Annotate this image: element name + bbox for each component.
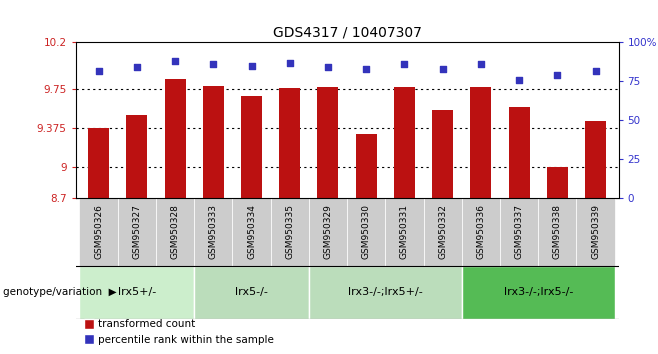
Text: GSM950334: GSM950334: [247, 204, 256, 259]
Bar: [270, 198, 309, 266]
Text: lrx3-/-;lrx5-/-: lrx3-/-;lrx5-/-: [503, 287, 573, 297]
Bar: [88, 128, 109, 198]
Bar: [394, 87, 415, 198]
Bar: [194, 198, 232, 266]
Bar: [470, 87, 492, 198]
Text: GSM950337: GSM950337: [515, 204, 524, 259]
Bar: [462, 198, 500, 266]
Text: lrx5-/-: lrx5-/-: [235, 287, 268, 297]
Text: GSM950328: GSM950328: [170, 204, 180, 259]
Bar: [164, 79, 186, 198]
Bar: [500, 198, 538, 266]
Bar: [356, 134, 377, 198]
Bar: [309, 198, 347, 266]
Title: GDS4317 / 10407307: GDS4317 / 10407307: [272, 26, 422, 40]
Text: GSM950330: GSM950330: [362, 204, 370, 259]
Bar: [538, 198, 576, 266]
Text: GSM950326: GSM950326: [94, 204, 103, 259]
Text: GSM950333: GSM950333: [209, 204, 218, 259]
Text: lrx5+/-: lrx5+/-: [118, 287, 156, 297]
Point: [361, 66, 372, 72]
Point: [132, 64, 142, 70]
Point: [208, 62, 218, 67]
Point: [399, 62, 410, 67]
Bar: [386, 198, 424, 266]
Text: GSM950338: GSM950338: [553, 204, 562, 259]
Bar: [194, 266, 309, 319]
Point: [590, 68, 601, 73]
Text: GSM950335: GSM950335: [286, 204, 294, 259]
Point: [284, 60, 295, 65]
Bar: [156, 198, 194, 266]
Point: [93, 68, 104, 73]
Bar: [432, 110, 453, 198]
Text: GSM950332: GSM950332: [438, 204, 447, 259]
Bar: [585, 121, 606, 198]
Bar: [279, 88, 300, 198]
Text: GSM950339: GSM950339: [591, 204, 600, 259]
Point: [438, 66, 448, 72]
Bar: [232, 198, 270, 266]
Bar: [80, 266, 194, 319]
Bar: [317, 87, 338, 198]
Bar: [424, 198, 462, 266]
Text: lrx3-/-;lrx5+/-: lrx3-/-;lrx5+/-: [348, 287, 422, 297]
Bar: [80, 198, 118, 266]
Bar: [203, 86, 224, 198]
Point: [322, 64, 333, 70]
Legend: transformed count, percentile rank within the sample: transformed count, percentile rank withi…: [81, 315, 278, 349]
Bar: [347, 198, 386, 266]
Bar: [309, 266, 462, 319]
Text: GSM950331: GSM950331: [400, 204, 409, 259]
Bar: [118, 198, 156, 266]
Point: [170, 58, 180, 64]
Point: [476, 62, 486, 67]
Bar: [576, 198, 615, 266]
Bar: [126, 115, 147, 198]
Text: genotype/variation  ▶: genotype/variation ▶: [3, 287, 117, 297]
Bar: [241, 97, 262, 198]
Text: GSM950329: GSM950329: [324, 204, 332, 259]
Bar: [547, 167, 568, 198]
Text: GSM950327: GSM950327: [132, 204, 141, 259]
Point: [514, 77, 524, 83]
Bar: [462, 266, 615, 319]
Bar: [509, 107, 530, 198]
Point: [246, 63, 257, 69]
Point: [552, 72, 563, 78]
Text: GSM950336: GSM950336: [476, 204, 486, 259]
